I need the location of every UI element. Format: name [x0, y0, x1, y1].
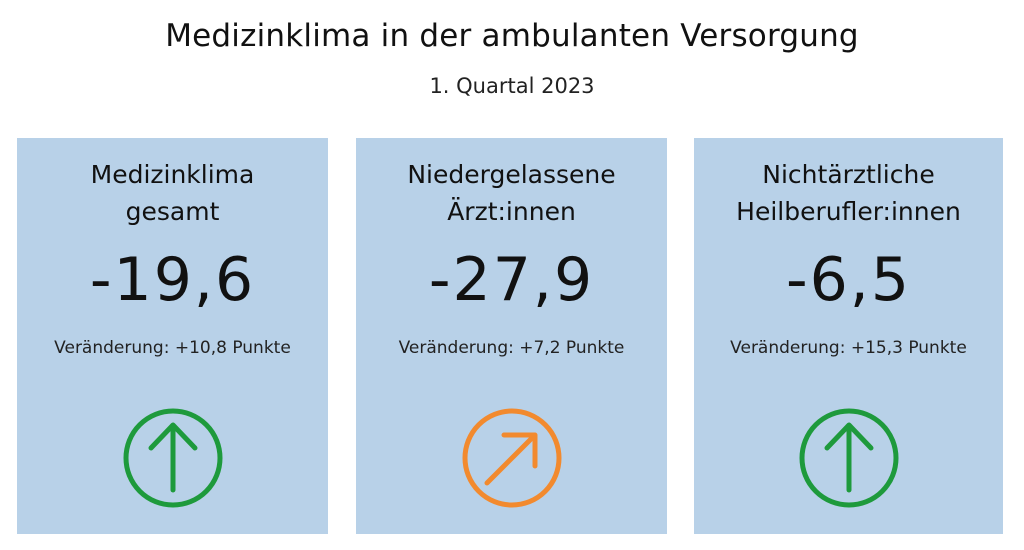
card-change-text: Veränderung: +15,3 Punkte	[730, 338, 967, 358]
card-change-text: Veränderung: +7,2 Punkte	[398, 338, 625, 358]
card-value: -27,9	[428, 245, 595, 315]
arrow-up-circle-icon	[799, 408, 898, 508]
card-medizinklima-gesamt: Medizinklima gesamt -19,6 Veränderung: +…	[17, 138, 328, 534]
card-title-line-2: Ärzt:innen	[447, 197, 576, 226]
card-title: Niedergelassene Ärzt:innen	[356, 156, 667, 230]
card-title-line-1: Niedergelassene	[407, 160, 616, 189]
page-subtitle: 1. Quartal 2023	[429, 74, 595, 98]
card-title: Nichtärztliche Heilberufler:innen	[694, 156, 1003, 230]
card-title-line-2: Heilberufler:innen	[736, 197, 961, 226]
card-title: Medizinklima gesamt	[17, 156, 328, 230]
page-title: Medizinklima in der ambulanten Versorgun…	[165, 18, 859, 54]
card-title-line-1: Nichtärztliche	[762, 160, 935, 189]
arrow-up-right-circle-icon	[462, 408, 561, 508]
arrow-up-circle-icon	[123, 408, 222, 508]
card-title-line-2: gesamt	[125, 197, 220, 226]
card-value: -6,5	[785, 245, 912, 315]
card-change-text: Veränderung: +10,8 Punkte	[54, 338, 291, 358]
card-niedergelassene-aerzte: Niedergelassene Ärzt:innen -27,9 Verände…	[356, 138, 667, 534]
card-value: -19,6	[89, 245, 256, 315]
card-title-line-1: Medizinklima	[90, 160, 255, 189]
card-nichtaerztliche-heilberufler: Nichtärztliche Heilberufler:innen -6,5 V…	[694, 138, 1003, 534]
